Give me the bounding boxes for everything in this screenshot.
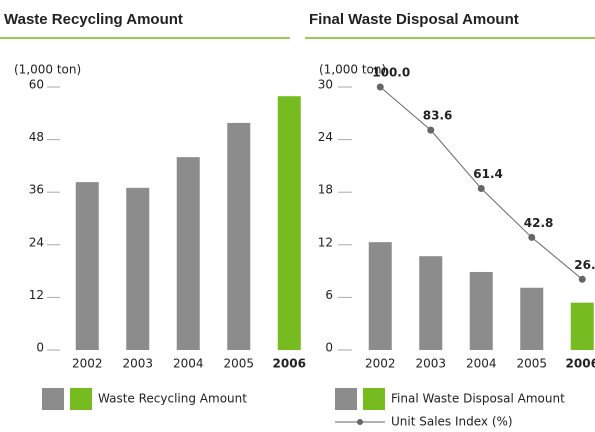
x-tick-label: 2006: [273, 357, 306, 371]
y-tick-label: 12: [318, 235, 333, 249]
bar: [469, 271, 493, 350]
y-axis-label: (1,000 ton): [14, 63, 81, 77]
bar: [126, 187, 150, 350]
legend-swatch: [42, 388, 64, 410]
chart-title: Final Waste Disposal Amount: [309, 11, 519, 28]
x-tick-label: 2005: [516, 357, 547, 371]
legend-swatch: [363, 388, 385, 410]
line-point: [376, 83, 384, 91]
legend-dot: [357, 419, 363, 425]
y-tick-label: 18: [318, 183, 333, 197]
x-tick-label: 2002: [72, 357, 103, 371]
y-tick-label: 0: [325, 341, 333, 355]
line-point: [528, 233, 536, 241]
x-tick-label: 2003: [415, 357, 446, 371]
data-label: 83.6: [423, 109, 453, 123]
legend-label: Waste Recycling Amount: [98, 392, 247, 406]
bar: [277, 96, 301, 350]
data-label: 42.8: [524, 216, 554, 230]
line-point: [427, 126, 435, 134]
y-tick-label: 6: [325, 288, 333, 302]
legend-label: Final Waste Disposal Amount: [391, 392, 565, 406]
bar: [227, 122, 251, 351]
y-tick-label: 24: [29, 235, 44, 249]
legend-swatch: [335, 388, 357, 410]
x-tick-label: 2003: [122, 357, 153, 371]
line-point: [477, 185, 485, 193]
x-tick-label: 2002: [365, 357, 396, 371]
bar: [520, 287, 544, 350]
bar: [368, 242, 392, 350]
y-tick-label: 48: [29, 130, 44, 144]
y-axis-label: (1,000 ton): [319, 63, 386, 77]
y-tick-label: 12: [29, 288, 44, 302]
x-tick-label: 2006: [566, 357, 595, 371]
line: [379, 86, 583, 280]
line-point: [578, 275, 586, 283]
data-label: 100.0: [372, 66, 410, 80]
x-tick-label: 2005: [223, 357, 254, 371]
bar: [75, 182, 99, 350]
data-label: 26.9: [574, 258, 595, 272]
y-tick-label: 30: [318, 78, 333, 92]
bar: [176, 157, 200, 350]
y-tick-label: 24: [318, 130, 333, 144]
chart-title: Waste Recycling Amount: [4, 11, 183, 28]
legend-label: Unit Sales Index (%): [391, 415, 513, 429]
legend-swatch: [70, 388, 92, 410]
x-tick-label: 2004: [173, 357, 204, 371]
y-tick-label: 0: [36, 341, 44, 355]
y-tick-label: 36: [29, 183, 44, 197]
bar: [570, 302, 594, 350]
bar: [419, 256, 443, 350]
y-tick-label: 60: [29, 78, 44, 92]
data-label: 61.4: [473, 167, 503, 181]
x-tick-label: 2004: [466, 357, 497, 371]
